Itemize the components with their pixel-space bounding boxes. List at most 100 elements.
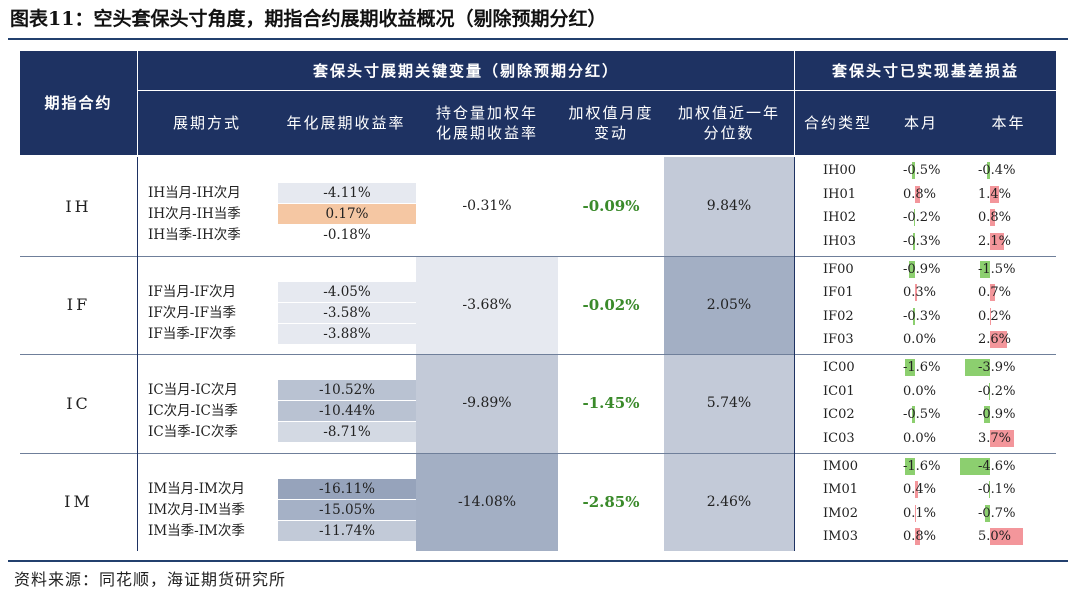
contract-code: IF00 (823, 261, 854, 277)
header-oi-weighted: 持仓量加权年 化展期收益率 (416, 91, 558, 155)
bottom-rule (8, 560, 1068, 562)
header-this-month: 本月 (881, 91, 961, 155)
year-value: 3.7% (978, 430, 1012, 446)
year-bar (990, 307, 992, 325)
contract-code: IC00 (823, 360, 855, 375)
month-bar (915, 284, 917, 301)
header-annual-yield: 年化展期收益率 (276, 91, 416, 155)
year-value: 0.2% (978, 308, 1012, 324)
roll-label: IF当月-IF次月 (148, 283, 236, 300)
contract-code: IM01 (823, 482, 858, 497)
roll-label: IF当季-IF次季 (148, 325, 236, 342)
contract-code: IM00 (823, 458, 858, 474)
year-bar (990, 232, 1004, 250)
roll-label: IM当月-IM次月 (148, 480, 245, 497)
year-value: 0.7% (978, 285, 1012, 300)
roll-yield: -8.71% (278, 422, 416, 442)
month-bar (911, 162, 915, 179)
roll-label: IH次月-IH当季 (148, 206, 241, 222)
year-value: 2.6% (978, 332, 1012, 347)
year-value: 5.0% (978, 529, 1012, 544)
section-label: IC (66, 393, 91, 413)
percentile: 9.84% (664, 157, 794, 256)
roll-yield: -10.44% (278, 401, 416, 421)
month-value: -0.5% (903, 407, 941, 422)
month-value: -0.3% (903, 308, 941, 324)
monthly-change: -0.02% (582, 295, 640, 314)
month-value: 0.8% (903, 186, 937, 202)
contract-code: IH03 (823, 233, 857, 249)
year-bar (990, 528, 1023, 545)
header-oi-weighted-line1: 持仓量加权年 (435, 104, 538, 122)
roll-yield: -10.52% (278, 380, 416, 400)
percentile: 5.74% (664, 354, 794, 453)
weighted-yield: -0.31% (416, 157, 558, 256)
contract-code: IH01 (823, 186, 857, 202)
header-oi-weighted-line2: 化展期收益率 (435, 124, 538, 142)
contract-code: IF03 (823, 332, 854, 347)
roll-yield: -4.11% (278, 183, 416, 203)
header-contract: 期指合约 (20, 51, 137, 155)
contract-code: IF02 (823, 308, 854, 324)
weighted-yield: -14.08% (416, 452, 558, 551)
year-bar (964, 359, 990, 376)
monthly-change: -2.85% (582, 492, 640, 511)
section-separator (20, 354, 1056, 355)
year-bar (984, 406, 990, 423)
year-bar (980, 260, 990, 278)
weighted-yield: -9.89% (416, 354, 558, 453)
month-bar (911, 406, 915, 423)
roll-yield: -0.18% (278, 225, 416, 245)
header-contract-type: 合约类型 (795, 91, 881, 155)
roll-yield: 0.17% (278, 204, 416, 224)
year-bar (985, 504, 990, 522)
month-value: -1.6% (903, 360, 941, 375)
year-value: -0.7% (978, 505, 1016, 521)
contract-code: IC01 (823, 383, 855, 399)
year-bar (988, 382, 990, 400)
section-label: IF (66, 295, 91, 315)
section-separator (20, 452, 1056, 454)
month-bar (904, 359, 915, 376)
section-label: IM (64, 492, 93, 512)
month-value: 0.0% (903, 430, 937, 446)
month-bar (913, 307, 915, 325)
monthly-change: -1.45% (582, 394, 640, 413)
month-bar (913, 209, 915, 226)
roll-label: IM次月-IM当季 (148, 501, 245, 518)
contract-code: IC03 (823, 430, 855, 446)
roll-yield: -16.11% (278, 478, 416, 499)
year-bar (990, 209, 996, 226)
header-divider-1 (137, 51, 138, 155)
contract-code: IH00 (823, 163, 857, 178)
year-value: -0.4% (978, 163, 1016, 178)
month-bar (913, 232, 915, 250)
month-value: -0.9% (903, 261, 941, 277)
month-bar (915, 185, 921, 203)
roll-yield: -11.74% (278, 520, 416, 541)
source-note: 资料来源：同花顺，海证期货研究所 (14, 570, 287, 589)
contract-code: IM03 (823, 529, 858, 544)
figure-title: 图表11：空头套保头寸角度，期指合约展期收益概况（剔除预期分红） (10, 8, 607, 30)
roll-label: IC次月-IC当季 (148, 403, 238, 419)
month-bar (915, 528, 921, 545)
roll-label: IH当月-IH次月 (148, 185, 241, 201)
month-value: -0.2% (903, 210, 941, 225)
header-weighted-monthly-line1: 加权值月度 (568, 104, 654, 122)
month-value: -1.6% (903, 458, 941, 474)
year-value: 2.1% (978, 233, 1012, 249)
header-weighted-monthly: 加权值月度 变动 (558, 91, 664, 155)
month-value: 0.1% (903, 505, 937, 521)
month-bar (909, 260, 915, 278)
monthly-change: -0.09% (582, 197, 640, 216)
year-value: -0.9% (978, 407, 1016, 422)
percentile: 2.46% (664, 452, 794, 551)
month-value: 0.0% (903, 383, 937, 399)
month-value: -0.3% (903, 233, 941, 249)
col-guide-right (794, 157, 795, 551)
header-weighted-percentile-line2: 分位数 (703, 124, 755, 142)
header-weighted-monthly-line2: 变动 (593, 124, 628, 142)
weighted-yield: -3.68% (416, 255, 558, 354)
header-weighted-percentile-line1: 加权值近一年 (677, 104, 780, 122)
month-value: 0.3% (903, 285, 937, 300)
